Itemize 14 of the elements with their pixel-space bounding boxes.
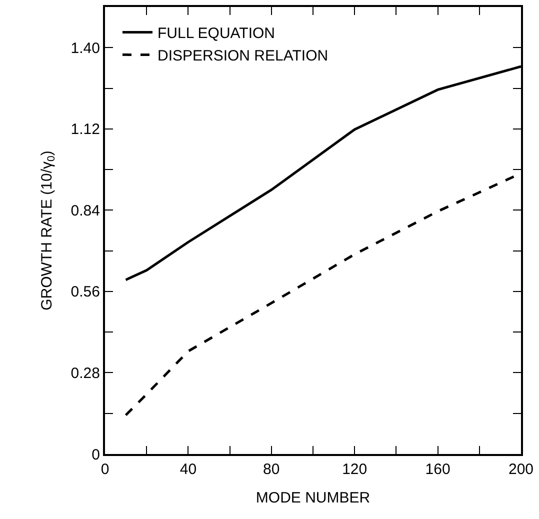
- x-tick-label: 40: [180, 461, 197, 478]
- x-tick-label: 200: [508, 461, 534, 478]
- y-tick-label: 1.12: [70, 121, 100, 138]
- legend-label: DISPERSION RELATION: [157, 48, 328, 65]
- x-tick-label: 80: [263, 461, 280, 478]
- x-axis-title: MODE NUMBER: [256, 490, 370, 506]
- x-tick-label: 120: [342, 461, 368, 478]
- y-tick-label: 0.28: [70, 364, 100, 382]
- x-tick-label: 160: [425, 461, 450, 478]
- y-tick-label: 0.84: [70, 202, 100, 220]
- y-tick-label: 0.56: [70, 284, 100, 301]
- y-tick-label: 1.40: [70, 40, 100, 57]
- legend-label: FULL EQUATION: [157, 25, 276, 42]
- y-tick-label: 0: [92, 446, 100, 464]
